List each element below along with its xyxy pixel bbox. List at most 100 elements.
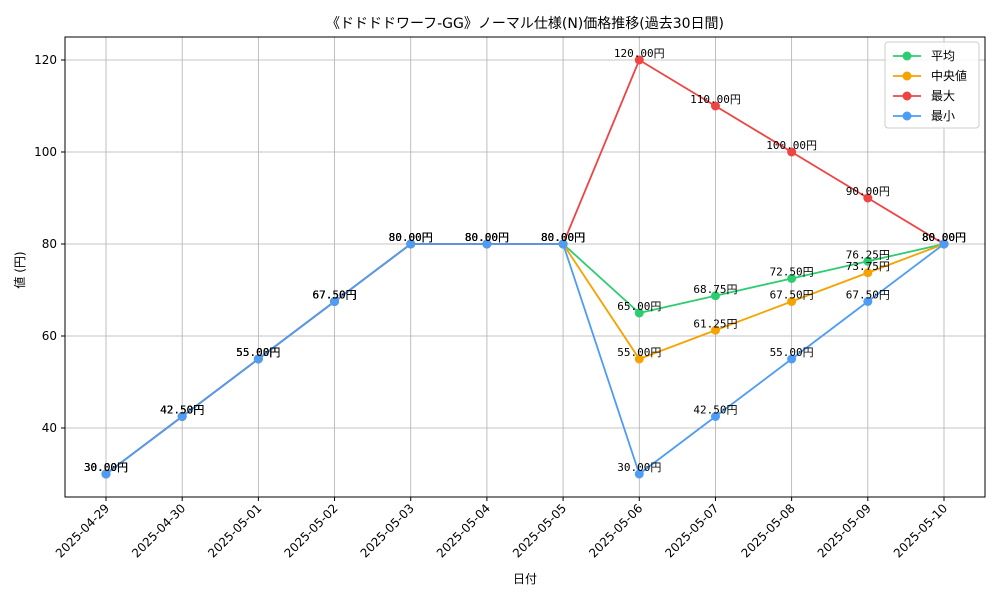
legend-entry: 最大 xyxy=(931,89,955,103)
data-label: 42.50円 xyxy=(693,404,737,417)
legend-box xyxy=(884,41,980,129)
legend-entry: 平均 xyxy=(931,49,955,63)
data-point xyxy=(710,325,720,335)
data-point xyxy=(253,354,263,364)
x-tick-label: 2025-05-10 xyxy=(891,501,950,560)
x-tick-label: 2025-05-05 xyxy=(510,501,569,560)
y-tick-label: 120 xyxy=(34,53,57,67)
data-label: 55.00円 xyxy=(770,346,814,359)
data-point xyxy=(101,469,111,479)
data-point xyxy=(330,297,340,306)
data-point xyxy=(863,297,873,306)
data-label: 67.50円 xyxy=(312,289,356,302)
legend-swatch-marker xyxy=(902,71,912,81)
data-point xyxy=(634,55,644,65)
data-label: 80.00円 xyxy=(541,231,585,244)
data-label: 73.75円 xyxy=(846,260,890,273)
data-label: 55.00円 xyxy=(236,346,280,359)
data-label: 30.00円 xyxy=(84,461,128,474)
data-label: 80.00円 xyxy=(389,231,433,244)
legend-entry: 最小 xyxy=(931,109,955,123)
data-label: 80.00円 xyxy=(922,231,966,244)
data-label: 67.50円 xyxy=(846,289,890,302)
data-label: 55.00円 xyxy=(236,346,280,359)
data-label: 42.50円 xyxy=(160,404,204,417)
data-label: 80.00円 xyxy=(465,231,509,244)
data-label: 55.00円 xyxy=(236,346,280,359)
data-label: 80.00円 xyxy=(541,231,585,244)
data-label: 80.00円 xyxy=(465,231,509,244)
data-label: 80.00円 xyxy=(541,231,585,244)
data-label: 30.00円 xyxy=(84,461,128,474)
data-point xyxy=(710,291,720,301)
y-tick-label: 80 xyxy=(42,237,57,251)
data-label: 80.00円 xyxy=(465,231,509,244)
series-line-2 xyxy=(105,58,945,475)
data-label: 42.50円 xyxy=(160,404,204,417)
y-tick-label: 40 xyxy=(42,421,57,435)
y-axis-title: 値 (円) xyxy=(12,251,27,288)
data-label: 80.00円 xyxy=(922,231,966,244)
data-point xyxy=(787,147,797,157)
data-label: 67.50円 xyxy=(312,289,356,302)
data-label: 30.00円 xyxy=(84,461,128,474)
data-point xyxy=(406,239,416,249)
x-tick-label: 2025-05-07 xyxy=(662,501,721,560)
data-label: 76.25円 xyxy=(846,248,890,261)
data-label: 80.00円 xyxy=(541,231,585,244)
data-label: 80.00円 xyxy=(389,231,433,244)
chart-title: 《ドドドドワーフ-GG》ノーマル仕様(N)価格推移(過去30日間) xyxy=(326,16,724,32)
data-label: 80.00円 xyxy=(922,231,966,244)
series-line-1 xyxy=(105,243,945,475)
data-label: 110.00円 xyxy=(690,93,741,106)
data-point xyxy=(863,256,873,266)
data-point xyxy=(634,354,644,364)
data-point xyxy=(863,193,873,203)
x-tick-label: 2025-05-01 xyxy=(205,501,264,560)
data-point xyxy=(787,274,797,283)
y-tick-label: 100 xyxy=(34,145,57,159)
y-tick-label: 60 xyxy=(42,329,57,343)
data-label: 100.00円 xyxy=(766,139,817,152)
data-label: 65.00円 xyxy=(617,300,661,313)
data-point xyxy=(177,412,187,421)
plot-area: 40 60 80 100 120 2025-04-29 2025-04-30 2025-05-… xyxy=(34,36,986,560)
x-tick-label: 2025-05-03 xyxy=(358,501,417,560)
data-label: 30.00円 xyxy=(617,461,661,474)
plot-frame xyxy=(64,36,986,498)
x-tick-label: 2025-05-02 xyxy=(281,501,340,560)
series-line-0 xyxy=(105,243,945,475)
data-point xyxy=(482,239,492,249)
data-label: 42.50円 xyxy=(160,404,204,417)
legend-swatch-marker xyxy=(902,91,912,101)
data-point xyxy=(710,101,720,111)
data-label: 80.00円 xyxy=(389,231,433,244)
x-tick-label: 2025-05-04 xyxy=(434,501,493,560)
data-point xyxy=(634,469,644,479)
data-label: 90.00円 xyxy=(846,185,890,198)
data-label: 30.00円 xyxy=(84,461,128,474)
data-point xyxy=(787,297,797,306)
data-point xyxy=(634,308,644,318)
data-label: 120.00円 xyxy=(614,47,665,60)
data-label: 80.00円 xyxy=(465,231,509,244)
data-point xyxy=(710,412,720,421)
data-point xyxy=(939,239,949,249)
data-label: 55.00円 xyxy=(236,346,280,359)
series-line-3 xyxy=(105,243,945,476)
x-tick-label: 2025-04-30 xyxy=(129,501,188,560)
data-label: 61.25円 xyxy=(693,317,737,330)
legend-entry: 中央値 xyxy=(931,68,967,83)
data-label: 67.50円 xyxy=(312,289,356,302)
data-label: 68.75円 xyxy=(693,283,737,296)
data-label: 80.00円 xyxy=(389,231,433,244)
data-label: 42.50円 xyxy=(160,404,204,417)
data-point xyxy=(558,239,568,249)
x-tick-label: 2025-05-06 xyxy=(586,501,645,560)
data-label: 67.50円 xyxy=(770,289,814,302)
data-label: 80.00円 xyxy=(922,231,966,244)
data-label: 55.00円 xyxy=(617,346,661,359)
x-tick-label: 2025-05-09 xyxy=(815,501,874,560)
